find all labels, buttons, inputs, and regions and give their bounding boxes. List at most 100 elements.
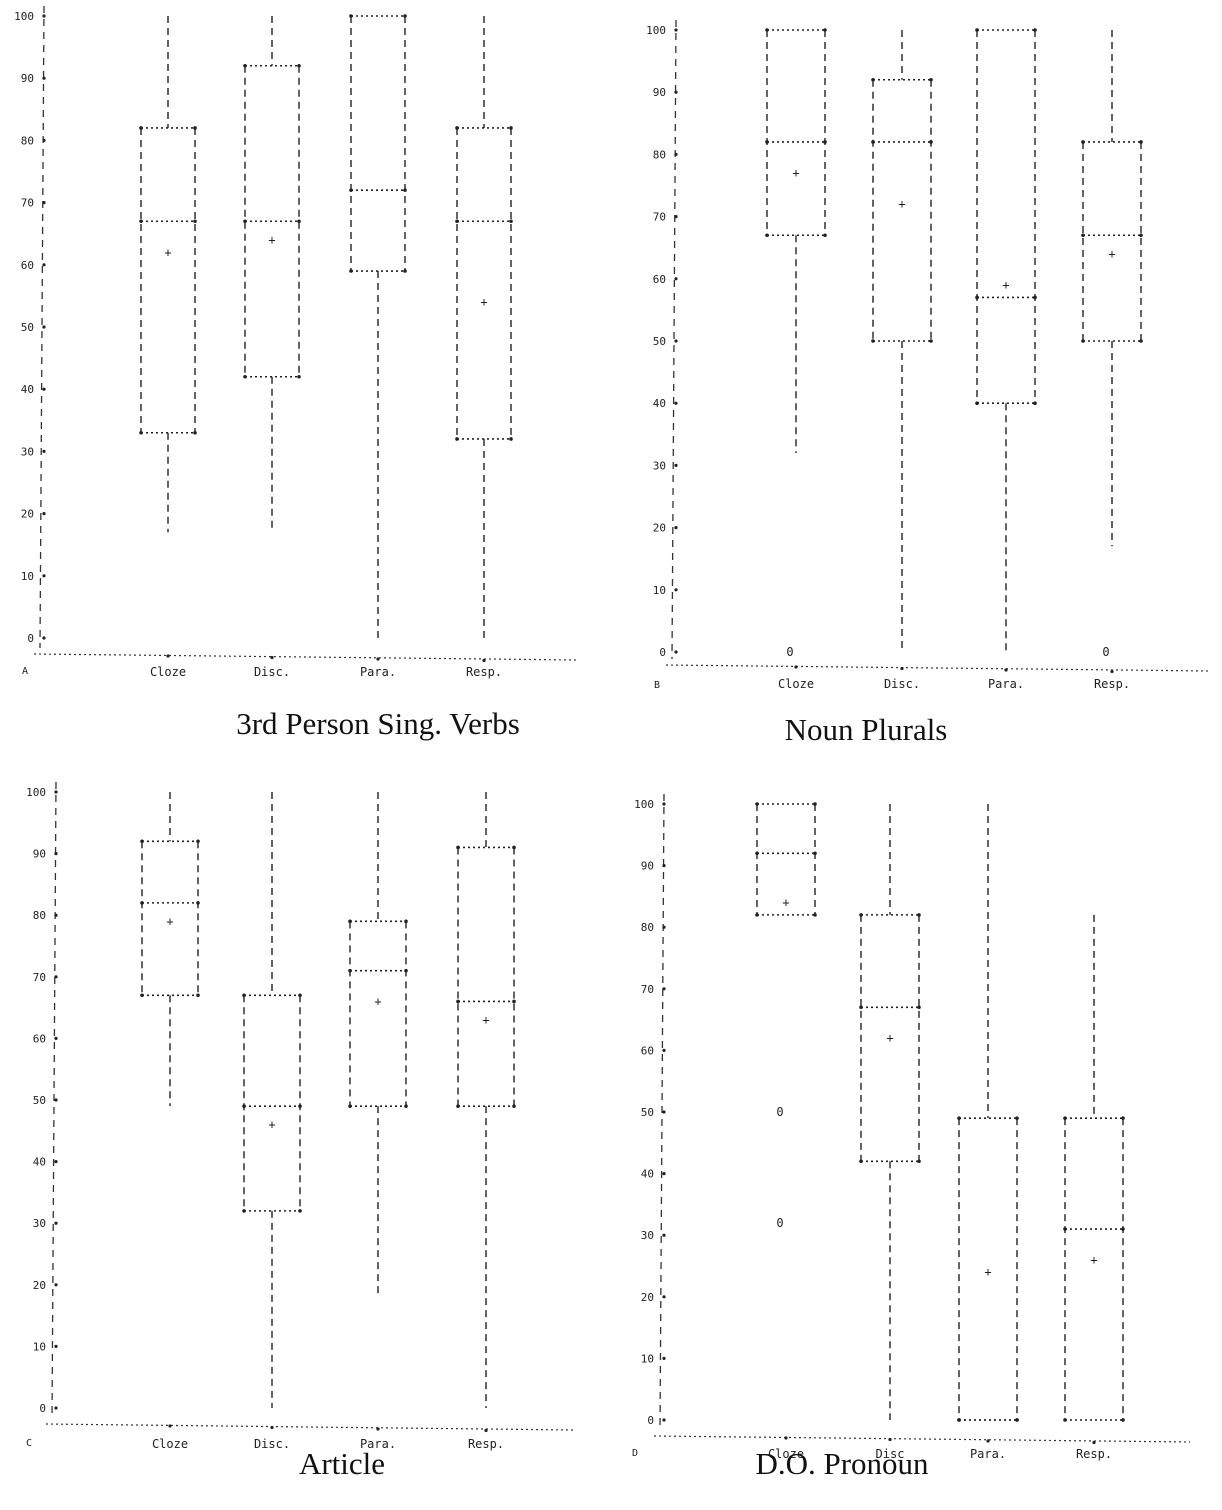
y-tick-mark	[54, 1221, 58, 1225]
panel-letter: D	[632, 1448, 638, 1459]
box-median-corner	[1139, 233, 1143, 238]
box-top-corner	[755, 802, 759, 806]
box-median-corner	[1063, 1227, 1067, 1231]
box-median-corner	[349, 188, 353, 192]
box-top-corner	[509, 126, 513, 130]
y-tick-label: 70	[641, 983, 654, 996]
box-top-corner	[512, 845, 516, 850]
y-tick-mark	[662, 1233, 666, 1237]
y-tick-mark	[674, 463, 678, 467]
y-tick-label: 90	[653, 86, 666, 99]
box-bottom-corner	[404, 1104, 408, 1108]
y-tick-mark	[674, 28, 678, 32]
box-bottom-corner	[957, 1418, 961, 1422]
y-tick-label: 80	[653, 148, 666, 161]
mean-marker: +	[898, 197, 905, 211]
mean-marker: +	[792, 166, 799, 180]
box-median-corner	[243, 219, 247, 224]
box-bottom-corner	[242, 1209, 246, 1213]
box-median-corner	[139, 219, 143, 224]
box-median-corner	[404, 968, 408, 973]
box-bottom-corner	[1139, 339, 1143, 343]
box-bottom-corner	[512, 1104, 516, 1108]
y-tick-label: 60	[641, 1044, 654, 1057]
y-tick-mark	[42, 14, 46, 18]
y-tick-mark	[54, 1344, 58, 1348]
y-tick-label: 50	[641, 1106, 654, 1119]
y-tick-label: 80	[33, 909, 46, 922]
y-tick-label: 30	[21, 445, 34, 458]
box-top-corner	[813, 802, 817, 806]
box-median-corner	[455, 219, 459, 224]
y-tick-label: 80	[21, 134, 34, 147]
outlier-marker: 0	[776, 1105, 783, 1119]
mean-marker: +	[374, 994, 381, 1008]
y-tick-mark	[54, 913, 58, 917]
y-tick-mark	[662, 1418, 666, 1422]
y-tick-label: 50	[33, 1094, 46, 1107]
box-median-corner	[456, 999, 460, 1004]
y-tick-label: 10	[653, 584, 666, 597]
box-bottom-corner	[1033, 401, 1037, 406]
y-tick-label: 10	[641, 1352, 654, 1365]
y-tick-label: 0	[659, 646, 666, 659]
box-median-corner	[917, 1005, 921, 1010]
outlier-marker: 0	[776, 1216, 783, 1230]
mean-marker: +	[268, 233, 275, 247]
x-category-label: Disc	[876, 1447, 905, 1461]
box-bottom-corner	[1015, 1418, 1019, 1422]
y-tick-mark	[674, 90, 678, 94]
y-tick-label: 30	[33, 1217, 46, 1230]
caption-panel-a: 3rd Person Sing. Verbs	[236, 706, 520, 741]
mean-marker: +	[164, 245, 171, 259]
box-bottom-corner	[755, 913, 759, 917]
y-tick-mark	[662, 925, 666, 929]
box-bottom-corner	[1121, 1418, 1125, 1422]
box-bottom-corner	[1081, 339, 1085, 343]
y-tick-mark	[662, 1172, 666, 1176]
y-tick-mark	[42, 449, 46, 453]
y-tick-label: 100	[646, 24, 666, 37]
y-tick-mark	[54, 1406, 58, 1410]
caption-panel-c: Article	[298, 1446, 386, 1481]
y-tick-mark	[662, 1048, 666, 1052]
box-top-corner	[765, 28, 769, 32]
x-axis-line	[45, 1423, 575, 1431]
x-category-label: Resp.	[1094, 677, 1130, 691]
mean-marker: +	[166, 914, 173, 928]
box-bottom-corner	[297, 374, 301, 379]
x-tick-mark	[1004, 668, 1008, 672]
box-bottom-corner	[139, 430, 143, 435]
x-tick-mark	[888, 1437, 892, 1442]
y-tick-mark	[54, 790, 58, 794]
box-bottom-corner	[929, 339, 933, 343]
box-bottom-corner	[871, 339, 875, 343]
box-median-corner	[1033, 295, 1037, 300]
x-category-label: Para.	[360, 665, 396, 679]
mean-marker: +	[886, 1031, 893, 1045]
y-tick-mark	[674, 215, 678, 219]
box-median-corner	[975, 295, 979, 300]
y-tick-label: 40	[33, 1156, 46, 1169]
mean-marker: +	[268, 1118, 275, 1132]
box-bottom-corner	[349, 269, 353, 273]
box-top-corner	[871, 77, 875, 82]
outlier-marker: 0	[1102, 645, 1109, 659]
y-tick-mark	[662, 987, 666, 991]
y-tick-mark	[54, 975, 58, 979]
y-tick-mark	[54, 852, 58, 856]
y-tick-label: 100	[14, 10, 34, 23]
y-tick-label: 40	[641, 1168, 654, 1181]
box-bottom-corner	[456, 1104, 460, 1108]
box-top-corner	[917, 913, 921, 917]
y-tick-label: 10	[33, 1340, 46, 1353]
y-tick-label: 50	[653, 335, 666, 348]
box-median-corner	[509, 219, 513, 224]
x-category-label: Disc.	[254, 1437, 290, 1451]
box-top-corner	[1121, 1116, 1125, 1120]
box-top-corner	[404, 919, 408, 924]
x-tick-mark	[168, 1424, 172, 1428]
box-bottom-corner	[823, 233, 827, 238]
mean-marker: +	[482, 1013, 489, 1027]
box-median-corner	[929, 140, 933, 144]
